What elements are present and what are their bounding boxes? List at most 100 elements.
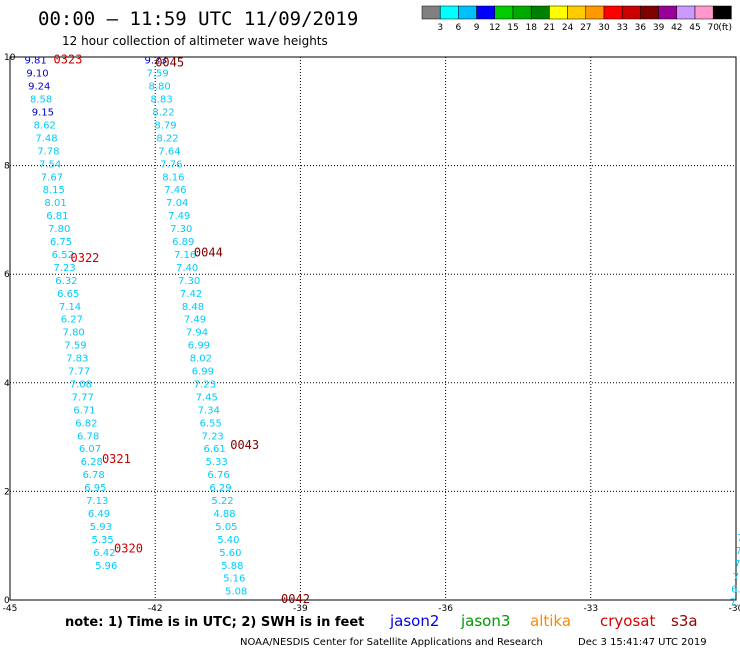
- wave-height-value: 7: [737, 533, 740, 544]
- wave-height-value: 6.78: [77, 431, 99, 442]
- x-tick-label: -30: [729, 604, 740, 614]
- wave-height-value: 7.23: [202, 431, 224, 442]
- wave-height-value: 6.82: [75, 418, 97, 429]
- colorbar-label: 21: [544, 23, 555, 33]
- wave-height-value: 4.88: [213, 509, 235, 520]
- wave-height-value: 9.81: [25, 56, 47, 67]
- satellite-legend-item: altika: [530, 612, 571, 630]
- wave-height-value: 6.32: [55, 276, 77, 287]
- satellite-legend: jason2 jason3 altika cryosat s3a: [389, 612, 698, 630]
- colorbar-unit: (ft): [718, 23, 732, 33]
- wave-height-value: 5.93: [90, 522, 112, 533]
- wave-height-value: 6.71: [73, 405, 95, 416]
- pass-time-label: 0321: [102, 452, 131, 466]
- colorbar-label: 36: [635, 23, 647, 33]
- wave-height-value: 6.95: [84, 483, 106, 494]
- wave-height-value: 7.: [736, 546, 740, 557]
- wave-height-value: 6.07: [79, 444, 101, 455]
- pass-time-label: 0320: [114, 541, 143, 555]
- wave-height-value: 8.22: [156, 133, 178, 144]
- wave-height-value: 6.52: [52, 250, 74, 261]
- wave-height-value: 7.45: [196, 392, 218, 403]
- wave-height-value: 7.59: [147, 69, 169, 80]
- time-labels: 0323 0322 0321 0320 0045 0044 0043 0042: [54, 53, 310, 606]
- colorbar-swatch: [567, 5, 587, 20]
- wave-height-value: 7.76: [160, 159, 182, 170]
- satellite-legend-item: s3a: [671, 612, 698, 630]
- wave-height-value: 8.79: [154, 120, 176, 131]
- wave-height-value: 7.14: [59, 302, 81, 313]
- colorbar-label: 33: [616, 23, 627, 33]
- wave-height-value: 9.15: [32, 108, 54, 119]
- wave-height-value: 5.96: [95, 561, 117, 572]
- colorbar-swatch: [621, 5, 641, 20]
- wave-height-value: 7.49: [168, 211, 190, 222]
- data-values: 9.81 9.10 9.24 8.58 9.158.62 7.48 7.78 7.54 7.67…: [25, 56, 740, 609]
- note-text: note: 1) Time is in UTC; 2) SWH is in fe…: [65, 615, 364, 630]
- colorbar-swatch: [549, 5, 568, 20]
- wave-height-value: 7.23: [194, 379, 216, 390]
- x-tick-label: -36: [438, 604, 453, 614]
- wave-height-value: 8.83: [150, 95, 172, 106]
- wave-height-value: 6.49: [88, 509, 110, 520]
- colorbar-label: 9: [474, 23, 480, 33]
- colorbar-swatch: [694, 5, 714, 20]
- wave-height-value: 7.23: [53, 263, 75, 274]
- colorbar-swatch: [676, 5, 696, 20]
- colorbar-swatch: [476, 5, 496, 20]
- x-tick-label: -45: [3, 604, 18, 614]
- plot-grid: [10, 57, 736, 600]
- wave-height-value: 8.22: [152, 108, 174, 119]
- y-tick-label: 8: [4, 162, 10, 172]
- colorbar-swatch: [640, 5, 659, 20]
- wave-height-value: 7.5: [734, 559, 740, 570]
- colorbar-label: 12: [489, 23, 500, 33]
- wave-height-value: 6.55: [200, 418, 222, 429]
- wave-height-value: 6.47: [731, 585, 740, 596]
- colorbar-legend: 3 6 9 12 15 18 21 24 27 30 33 36 39 42 45 70 (ft): [421, 5, 732, 33]
- x-tick-label: -33: [583, 604, 598, 614]
- wave-height-value: 7.83: [66, 354, 88, 365]
- colorbar-label: 15: [507, 23, 518, 33]
- colorbar-label: 42: [671, 23, 682, 33]
- wave-height-value: 6.81: [46, 211, 68, 222]
- wave-height-value: 6.65: [57, 289, 79, 300]
- pass-time-label: 0043: [230, 438, 259, 452]
- colorbar-label: 70: [707, 23, 719, 33]
- colorbar-swatch: [585, 5, 605, 20]
- colorbar-label: 27: [580, 23, 591, 33]
- colorbar-swatch: [712, 5, 732, 20]
- wave-height-value: 7.0: [733, 572, 740, 583]
- colorbar-swatch: [439, 5, 459, 20]
- colorbar-label: 39: [653, 23, 665, 33]
- wave-height-value: 5.33: [205, 457, 227, 468]
- chart-subtitle: 12 hour collection of altimeter wave hei…: [62, 34, 328, 48]
- pass-time-label: 0322: [71, 251, 100, 265]
- wave-height-value: 6.89: [172, 237, 194, 248]
- colorbar-label: 24: [562, 23, 574, 33]
- colorbar-label: 3: [437, 23, 443, 33]
- wave-height-value: 7.08: [70, 379, 92, 390]
- chart-title: 00:00 – 11:59 UTC 11/09/2019: [38, 8, 358, 30]
- satellite-legend-item: jason2: [389, 612, 439, 630]
- wave-height-value: 6.42: [93, 548, 115, 559]
- wave-height-value: 7.11: [730, 598, 740, 609]
- wave-height-value: 7.80: [48, 224, 70, 235]
- wave-height-value: 7.48: [35, 133, 57, 144]
- colorbar-swatch: [603, 5, 623, 20]
- wave-height-value: 7.16: [174, 250, 196, 261]
- satellite-legend-item: cryosat: [600, 612, 655, 630]
- y-tick-label: 4: [4, 379, 10, 389]
- colorbar-label: 30: [598, 23, 610, 33]
- wave-height-value: 5.35: [91, 535, 113, 546]
- wave-height-value: 7.80: [63, 328, 85, 339]
- wave-height-value: 7.04: [166, 198, 188, 209]
- y-tick-label: 2: [4, 487, 10, 497]
- wave-height-value: 7.34: [198, 405, 220, 416]
- wave-height-value: 7.54: [39, 159, 61, 170]
- satellite-legend-item: jason3: [460, 612, 510, 630]
- wave-height-value: 7.78: [37, 146, 59, 157]
- wave-height-value: 7.59: [64, 341, 86, 352]
- wave-height-value: 7.40: [176, 263, 198, 274]
